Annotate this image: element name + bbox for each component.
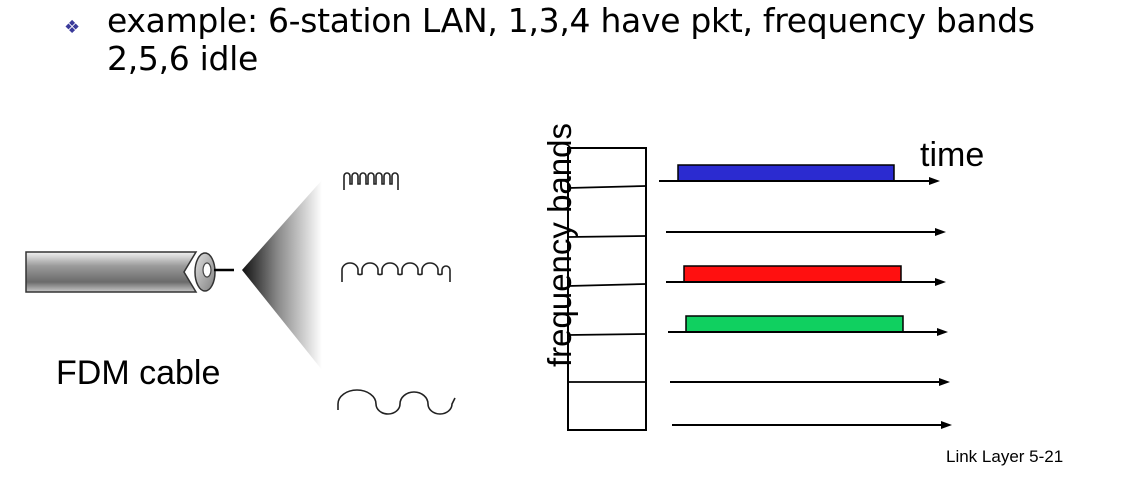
time-axis-label: time: [920, 136, 985, 174]
band-3-packet: [683, 265, 902, 283]
waveform-high-icon: [343, 172, 399, 190]
waveform-low-icon: [337, 389, 456, 415]
slide-footer: Link Layer 5-21: [946, 447, 1064, 466]
band-6-timeline: [672, 421, 952, 429]
cable-icon: [25, 251, 234, 293]
bullet-text: example: 6-station LAN, 1,3,4 have pkt, …: [107, 1, 1035, 78]
band-1-timeline: [659, 177, 940, 185]
bullet-icon: ❖: [64, 17, 81, 38]
band-3-timeline: [666, 278, 946, 286]
frequency-axis-label: frequency bands: [541, 122, 578, 368]
waveform-medium-icon: [341, 262, 451, 282]
band-4-packet: [685, 315, 904, 333]
band-column: [567, 147, 647, 431]
band-4-timeline: [668, 328, 948, 336]
band-2-timeline: [666, 228, 946, 236]
signal-cone: [242, 180, 322, 370]
cable-label: FDM cable: [56, 354, 221, 392]
band-1-packet: [677, 164, 895, 182]
band-5-timeline: [670, 378, 950, 386]
